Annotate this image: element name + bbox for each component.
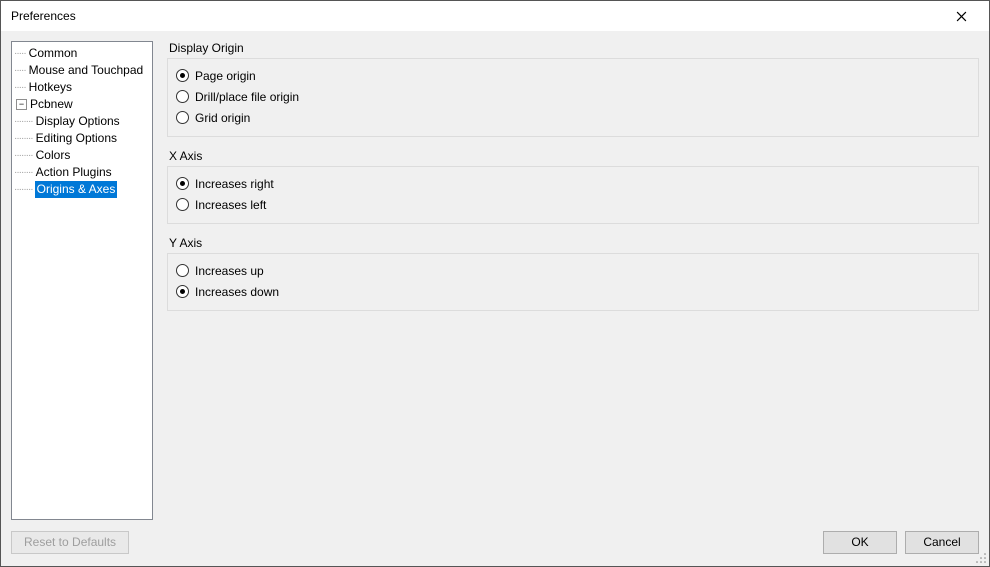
group-box: Page origin Drill/place file origin Grid o…: [167, 58, 979, 137]
radio-page-origin[interactable]: Page origin: [176, 65, 970, 86]
radio-drill-place-file-origin[interactable]: Drill/place file origin: [176, 86, 970, 107]
group-box: Increases right Increases left: [167, 166, 979, 224]
radio-icon[interactable]: [176, 111, 189, 124]
tree-item-label: Display Options: [35, 113, 121, 130]
radio-increases-left[interactable]: Increases left: [176, 194, 970, 215]
close-icon: [956, 11, 967, 22]
radio-label: Increases down: [195, 285, 279, 299]
tree-item-mouse-and-touchpad[interactable]: ·····Mouse and Touchpad: [14, 62, 150, 79]
tree-indent: ········: [14, 147, 35, 164]
titlebar: Preferences: [1, 1, 989, 31]
tree-indent: ·····: [14, 79, 28, 96]
group-title: Display Origin: [167, 41, 979, 55]
tree-item-label: Common: [28, 45, 79, 62]
tree-item-label: Mouse and Touchpad: [28, 62, 145, 79]
nav-tree[interactable]: ·····Common·····Mouse and Touchpad·····H…: [11, 41, 153, 520]
tree-item-common[interactable]: ·····Common: [14, 45, 150, 62]
radio-icon[interactable]: [176, 177, 189, 190]
tree-item-origins-axes[interactable]: ········Origins & Axes: [14, 181, 150, 198]
window-title: Preferences: [11, 9, 941, 23]
group-x-axis: X Axis Increases right Increases left: [167, 149, 979, 224]
button-label: OK: [851, 535, 868, 549]
radio-label: Page origin: [195, 69, 256, 83]
tree-item-colors[interactable]: ········Colors: [14, 147, 150, 164]
ok-button[interactable]: OK: [823, 531, 897, 554]
tree-indent: ········: [14, 164, 35, 181]
tree-item-action-plugins[interactable]: ········Action Plugins: [14, 164, 150, 181]
collapse-icon[interactable]: −: [16, 99, 27, 110]
radio-label: Increases right: [195, 177, 274, 191]
radio-increases-up[interactable]: Increases up: [176, 260, 970, 281]
group-y-axis: Y Axis Increases up Increases down: [167, 236, 979, 311]
cancel-button[interactable]: Cancel: [905, 531, 979, 554]
group-title: Y Axis: [167, 236, 979, 250]
tree-item-display-options[interactable]: ········Display Options: [14, 113, 150, 130]
group-display-origin: Display Origin Page origin Drill/place fil…: [167, 41, 979, 137]
tree-item-label: Editing Options: [35, 130, 118, 147]
radio-icon[interactable]: [176, 198, 189, 211]
tree-item-label: Action Plugins: [35, 164, 113, 181]
tree-indent: ········: [14, 130, 35, 147]
radio-label: Drill/place file origin: [195, 90, 299, 104]
reset-to-defaults-button: Reset to Defaults: [11, 531, 129, 554]
radio-grid-origin[interactable]: Grid origin: [176, 107, 970, 128]
content-area: ·····Common·····Mouse and Touchpad·····H…: [1, 31, 989, 526]
group-box: Increases up Increases down: [167, 253, 979, 311]
tree-item-pcbnew[interactable]: −Pcbnew: [14, 96, 150, 113]
tree-indent: ········: [14, 113, 35, 130]
button-label: Reset to Defaults: [24, 535, 116, 549]
button-label: Cancel: [923, 535, 960, 549]
tree-item-label: Pcbnew: [29, 96, 74, 113]
radio-increases-down[interactable]: Increases down: [176, 281, 970, 302]
radio-label: Increases left: [195, 198, 266, 212]
preferences-window: Preferences ·····Common·····Mouse and To…: [0, 0, 990, 567]
radio-icon[interactable]: [176, 264, 189, 277]
tree-indent: ·····: [14, 62, 28, 79]
radio-label: Increases up: [195, 264, 264, 278]
tree-item-editing-options[interactable]: ········Editing Options: [14, 130, 150, 147]
tree-item-label: Origins & Axes: [35, 181, 118, 198]
radio-icon[interactable]: [176, 69, 189, 82]
tree-item-hotkeys[interactable]: ·····Hotkeys: [14, 79, 150, 96]
close-button[interactable]: [941, 2, 981, 30]
radio-label: Grid origin: [195, 111, 250, 125]
tree-indent: ········: [14, 181, 35, 198]
radio-icon[interactable]: [176, 90, 189, 103]
radio-icon[interactable]: [176, 285, 189, 298]
group-title: X Axis: [167, 149, 979, 163]
tree-item-label: Colors: [35, 147, 72, 164]
tree-item-label: Hotkeys: [28, 79, 73, 96]
tree-indent: ·····: [14, 45, 28, 62]
dialog-footer: Reset to Defaults OK Cancel: [1, 526, 989, 566]
radio-increases-right[interactable]: Increases right: [176, 173, 970, 194]
settings-panel: Display Origin Page origin Drill/place fil…: [167, 41, 979, 520]
